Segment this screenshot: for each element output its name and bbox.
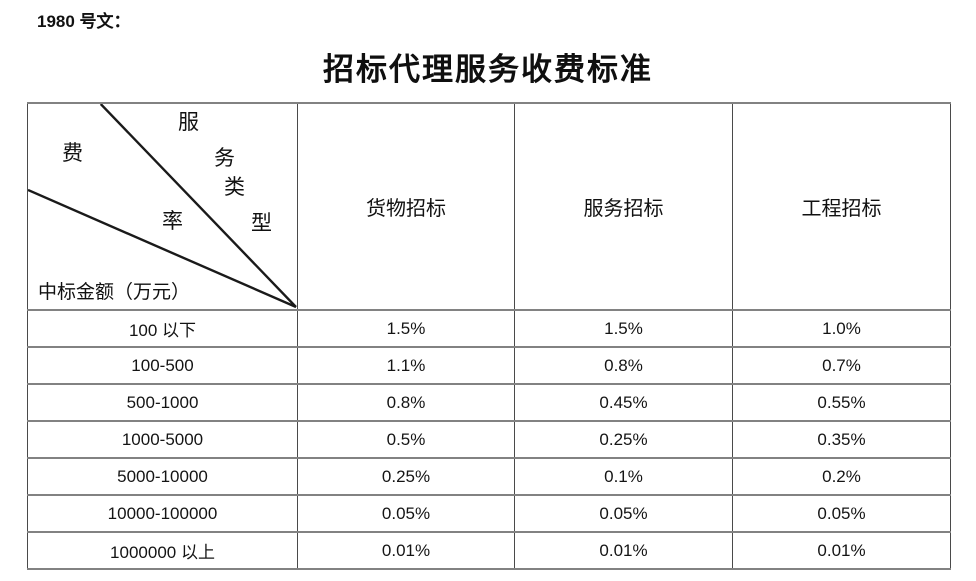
corner-service-type-char: 服: [178, 110, 199, 134]
fee-value-cell: 0.05%: [732, 494, 951, 533]
amount-range-cell: 10000-100000: [27, 494, 298, 533]
corner-fee-rate-char: 率: [162, 209, 183, 233]
amount-range-cell: 100-500: [27, 346, 298, 385]
fee-table-body: 100 以下 1.5% 1.5% 1.0% 100-500 1.1% 0.8% …: [27, 309, 951, 570]
fee-standard-table: 服 务 类 型 费 率 中标金额（万元） 货物招标 服务招标 工程招标 100 …: [27, 102, 951, 570]
table-row: 1000000 以上 0.01% 0.01% 0.01%: [27, 531, 951, 570]
fee-value-cell: 1.5%: [514, 309, 733, 348]
fee-value-cell: 1.1%: [297, 346, 515, 385]
fee-value-cell: 0.8%: [514, 346, 733, 385]
page-title: 招标代理服务收费标准: [323, 52, 653, 87]
fee-value-cell: 0.5%: [297, 420, 515, 459]
fee-value-cell: 0.01%: [514, 531, 733, 570]
corner-service-type-char: 型: [251, 211, 272, 235]
fee-value-cell: 0.05%: [297, 494, 515, 533]
fee-value-cell: 0.35%: [732, 420, 951, 459]
table-row: 1000-5000 0.5% 0.25% 0.35%: [27, 420, 951, 459]
table-row: 5000-10000 0.25% 0.1% 0.2%: [27, 457, 951, 496]
amount-range-cell: 1000-5000: [27, 420, 298, 459]
fee-value-cell: 1.0%: [732, 309, 951, 348]
column-header-works-bidding: 工程招标: [732, 102, 951, 311]
column-header-services-bidding: 服务招标: [514, 102, 733, 311]
corner-service-type-char: 类: [224, 175, 245, 199]
amount-range-cell: 500-1000: [27, 383, 298, 422]
column-header-goods-bidding: 货物招标: [297, 102, 515, 311]
doc-number-label: 1980 号文：: [37, 12, 131, 31]
fee-value-cell: 0.25%: [514, 420, 733, 459]
table-row: 100 以下 1.5% 1.5% 1.0%: [27, 309, 951, 348]
fee-value-cell: 0.2%: [732, 457, 951, 496]
table-row: 100-500 1.1% 0.8% 0.7%: [27, 346, 951, 385]
table-row: 10000-100000 0.05% 0.05% 0.05%: [27, 494, 951, 533]
fee-value-cell: 0.7%: [732, 346, 951, 385]
fee-value-cell: 0.01%: [732, 531, 951, 570]
fee-value-cell: 0.45%: [514, 383, 733, 422]
header-row: 服 务 类 型 费 率 中标金额（万元） 货物招标 服务招标 工程招标: [27, 102, 951, 311]
diagonal-divider-lines: [28, 105, 297, 308]
fee-value-cell: 0.55%: [732, 383, 951, 422]
corner-service-type-char: 务: [214, 146, 235, 170]
amount-range-cell: 5000-10000: [27, 457, 298, 496]
table-row: 500-1000 0.8% 0.45% 0.55%: [27, 383, 951, 422]
amount-range-cell: 100 以下: [27, 309, 298, 348]
corner-fee-rate-char: 费: [62, 141, 83, 165]
fee-value-cell: 1.5%: [297, 309, 515, 348]
fee-value-cell: 0.01%: [297, 531, 515, 570]
diagonal-corner-cell: 服 务 类 型 费 率 中标金额（万元）: [27, 102, 298, 311]
fee-value-cell: 0.8%: [297, 383, 515, 422]
fee-value-cell: 0.25%: [297, 457, 515, 496]
fee-value-cell: 0.1%: [514, 457, 733, 496]
corner-amount-label: 中标金额（万元）: [38, 282, 191, 303]
fee-value-cell: 0.05%: [514, 494, 733, 533]
amount-range-cell: 1000000 以上: [27, 531, 298, 570]
